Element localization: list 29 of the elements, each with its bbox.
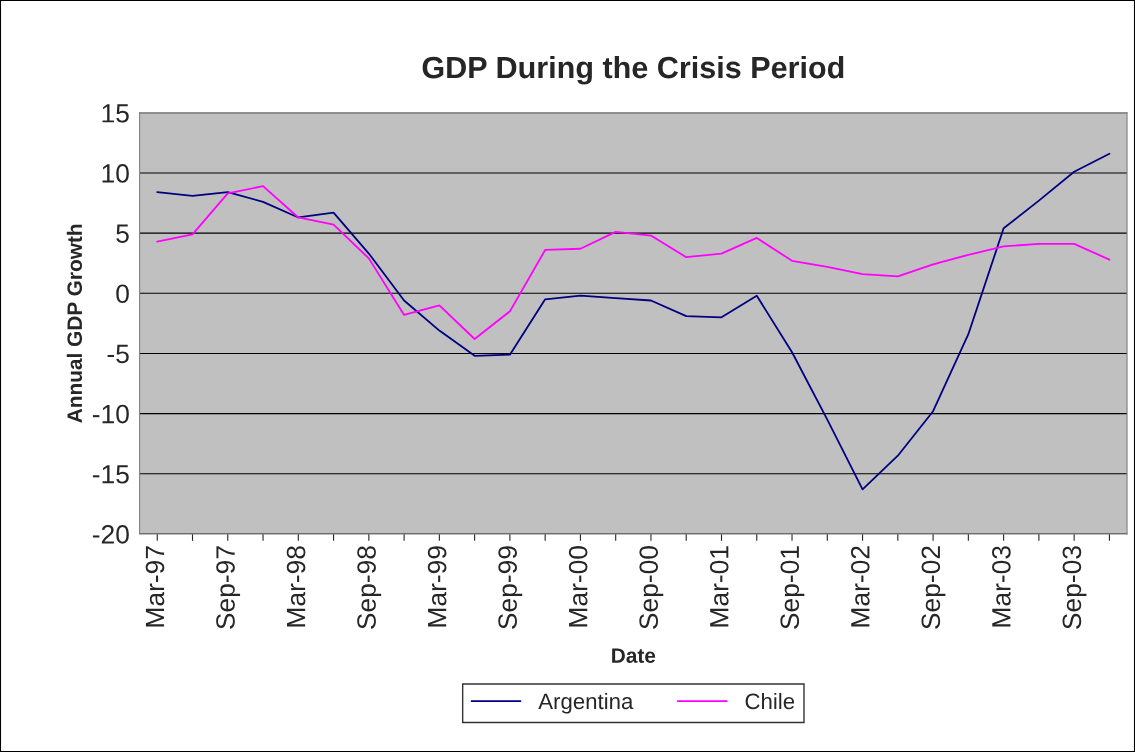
- line-series: [156, 152, 1111, 491]
- y-tick-label: -20: [92, 525, 129, 544]
- x-tick-label: Mar-00: [568, 546, 588, 627]
- x-tick-label: Sep-03: [1062, 546, 1087, 629]
- x-tick-label: Sep-99: [498, 546, 523, 629]
- x-tick-label: Mar-01: [709, 546, 729, 627]
- y-tick-label: 10: [102, 164, 129, 183]
- x-axis-title: Date: [612, 648, 656, 663]
- x-tick-label: Sep-00: [639, 546, 664, 629]
- legend-label: Argentina: [538, 692, 634, 714]
- x-tick-label: Sep-02: [921, 546, 946, 629]
- y-tick-label: 15: [102, 104, 129, 123]
- x-tick-label: Sep-01: [780, 546, 805, 629]
- y-tick-label: -15: [92, 465, 129, 484]
- legend-label: Chile: [745, 692, 795, 710]
- y-axis-title: Annual GDP Growth: [66, 224, 83, 423]
- x-tick-label: Mar-98: [286, 546, 306, 627]
- chart-title: GDP During the Crisis Period: [422, 55, 844, 85]
- y-tick-label: -10: [92, 404, 129, 424]
- y-tick-label: 0: [116, 284, 129, 304]
- y-tick-label: -5: [107, 344, 129, 364]
- y-tick-label: 5: [116, 224, 129, 243]
- x-tick-label: Mar-97: [145, 546, 165, 627]
- x-tick-label: Mar-03: [992, 546, 1011, 627]
- x-tick-label: Mar-02: [850, 546, 870, 627]
- line-series: [156, 185, 1111, 340]
- x-tick-label: Sep-97: [216, 546, 241, 629]
- x-tick-label: Mar-99: [427, 546, 447, 627]
- x-tick-label: Sep-98: [357, 546, 382, 629]
